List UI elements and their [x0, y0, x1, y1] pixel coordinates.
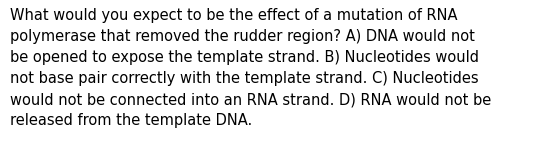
Text: What would you expect to be the effect of a mutation of RNA
polymerase that remo: What would you expect to be the effect o…: [10, 8, 491, 128]
